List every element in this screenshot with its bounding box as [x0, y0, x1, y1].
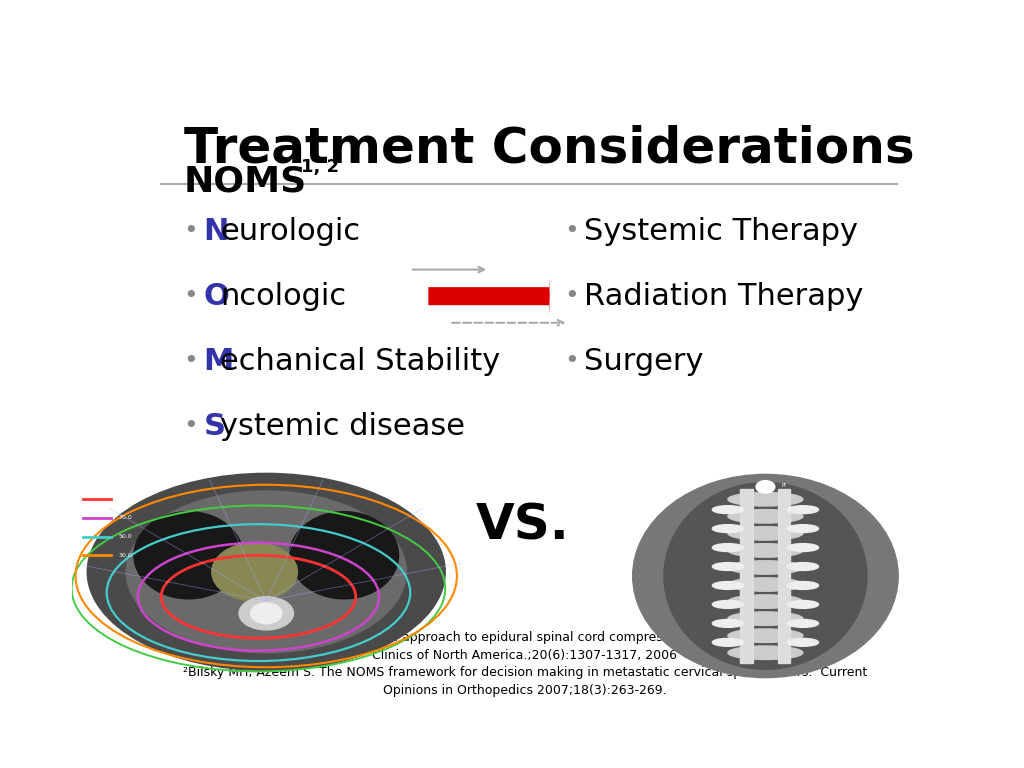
Text: Treatment Considerations: Treatment Considerations: [183, 124, 914, 173]
Ellipse shape: [787, 563, 818, 571]
Text: NOMS: NOMS: [183, 164, 307, 198]
Text: 50.0: 50.0: [119, 534, 132, 539]
Ellipse shape: [728, 595, 803, 608]
Ellipse shape: [713, 581, 743, 589]
Ellipse shape: [787, 581, 818, 589]
Text: •: •: [564, 219, 580, 243]
Ellipse shape: [713, 601, 743, 608]
Text: •: •: [564, 284, 580, 308]
Bar: [740, 489, 753, 663]
Text: 1, 2: 1, 2: [301, 158, 339, 177]
Text: ystemic disease: ystemic disease: [220, 412, 465, 441]
Text: Radiation Therapy: Radiation Therapy: [585, 282, 863, 311]
Ellipse shape: [728, 510, 803, 523]
Text: PI: PI: [781, 483, 786, 488]
Ellipse shape: [126, 491, 407, 653]
Text: •: •: [183, 349, 199, 373]
Ellipse shape: [787, 544, 818, 551]
Text: Levels in cGy: Levels in cGy: [83, 478, 134, 488]
Ellipse shape: [787, 505, 818, 514]
Text: VS.: VS.: [475, 501, 569, 549]
Text: Systemic Therapy: Systemic Therapy: [585, 217, 858, 246]
Ellipse shape: [713, 638, 743, 647]
Text: Opinions in Orthopedics 2007;18(3):263-269.: Opinions in Orthopedics 2007;18(3):263-2…: [383, 684, 667, 697]
Ellipse shape: [728, 527, 803, 540]
Ellipse shape: [787, 638, 818, 647]
Ellipse shape: [664, 483, 867, 670]
Bar: [778, 489, 791, 663]
Ellipse shape: [728, 544, 803, 557]
Ellipse shape: [787, 601, 818, 608]
Text: Clinics of North America.;20(6):1307-1317, 2006: Clinics of North America.;20(6):1307-131…: [373, 649, 677, 662]
Ellipse shape: [787, 525, 818, 532]
Ellipse shape: [787, 620, 818, 627]
Ellipse shape: [713, 525, 743, 532]
Ellipse shape: [713, 505, 743, 514]
Ellipse shape: [134, 511, 243, 599]
Ellipse shape: [87, 473, 445, 670]
Ellipse shape: [728, 492, 803, 506]
Text: N: N: [204, 217, 228, 246]
Ellipse shape: [728, 629, 803, 642]
Text: ncologic: ncologic: [220, 282, 346, 311]
Text: eurologic: eurologic: [220, 217, 360, 246]
Text: 70.0: 70.0: [119, 515, 132, 521]
Ellipse shape: [713, 544, 743, 551]
Ellipse shape: [713, 620, 743, 627]
Ellipse shape: [251, 603, 282, 624]
Ellipse shape: [239, 597, 294, 630]
Text: 100.0: 100.0: [119, 497, 136, 502]
Ellipse shape: [713, 563, 743, 571]
Text: O: O: [204, 282, 229, 311]
Ellipse shape: [728, 646, 803, 660]
Circle shape: [756, 481, 775, 493]
Ellipse shape: [728, 561, 803, 574]
Text: •: •: [183, 284, 199, 308]
Text: ¹Bilsky MH, Smith M. Surgical approach to epidural spinal cord compression. Hema: ¹Bilsky MH, Smith M. Surgical approach t…: [215, 631, 835, 644]
Ellipse shape: [212, 543, 297, 601]
Ellipse shape: [290, 511, 398, 599]
Text: •: •: [183, 414, 199, 439]
Ellipse shape: [728, 612, 803, 625]
Text: •: •: [183, 219, 199, 243]
Text: S: S: [204, 412, 225, 441]
Text: Surgery: Surgery: [585, 346, 703, 376]
Text: •: •: [564, 349, 580, 373]
Text: 30.0: 30.0: [119, 553, 132, 558]
Text: ²Bilsky MH, Azeem S. The NOMS framework for decision making in metastatic cervic: ²Bilsky MH, Azeem S. The NOMS framework …: [182, 666, 867, 679]
Ellipse shape: [728, 578, 803, 591]
Text: M: M: [204, 346, 233, 376]
Text: echanical Stability: echanical Stability: [220, 346, 501, 376]
Ellipse shape: [633, 475, 898, 677]
